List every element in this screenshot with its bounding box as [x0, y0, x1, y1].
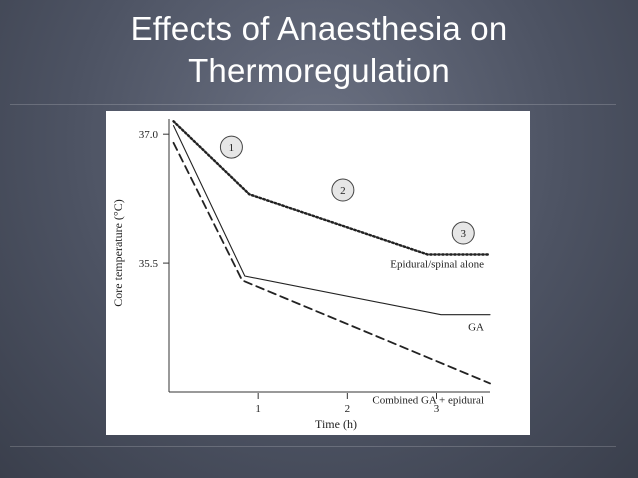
- x-tick-label-3: 3: [434, 403, 440, 415]
- phase-circle-2: [331, 178, 355, 202]
- series-line-3: [172, 141, 491, 385]
- slide-title: Effects of Anaesthesia on Thermoregulati…: [0, 8, 638, 92]
- y-tick-label-2: 35.5: [139, 258, 159, 270]
- x-tick-label-1: 1: [255, 403, 261, 415]
- phase-circle-3: [451, 221, 475, 245]
- y-tick-label-1: 37.0: [139, 129, 159, 141]
- slide-title-line-2: Thermoregulation: [188, 52, 450, 89]
- chart-series: Epidural/spinal alone GA Combined GA + epi…: [172, 120, 492, 406]
- x-tick-label-2: 2: [345, 403, 351, 415]
- phase-label-1: 1: [229, 142, 235, 154]
- y-axis-label: Core temperature (°C): [111, 199, 125, 306]
- bottom-divider: [10, 446, 616, 447]
- series-label-1: Epidural/spinal alone: [390, 259, 484, 271]
- temperature-chart: 37.0 35.5 1 2 3 Epidural/spinal alone GA Combi…: [111, 119, 492, 431]
- phase-circle-1: [219, 135, 243, 159]
- series-label-3: Combined GA + epidural: [372, 394, 484, 406]
- phase-label-2: 2: [340, 185, 346, 197]
- phase-label-3: 3: [461, 228, 467, 240]
- series-line-2: [172, 125, 491, 316]
- x-axis-label: Time (h): [315, 417, 357, 431]
- slide-title-line-1: Effects of Anaesthesia on: [130, 10, 508, 47]
- top-divider: [10, 104, 616, 105]
- phase-annotations: 1 2 3: [219, 135, 475, 245]
- chart-figure: 37.0 35.5 1 2 3 Epidural/spinal alone GA Combi…: [106, 111, 530, 435]
- series-line-1: [172, 120, 492, 256]
- series-label-2: GA: [468, 322, 484, 334]
- chart-axes: 37.0 35.5 1 2 3: [139, 119, 490, 415]
